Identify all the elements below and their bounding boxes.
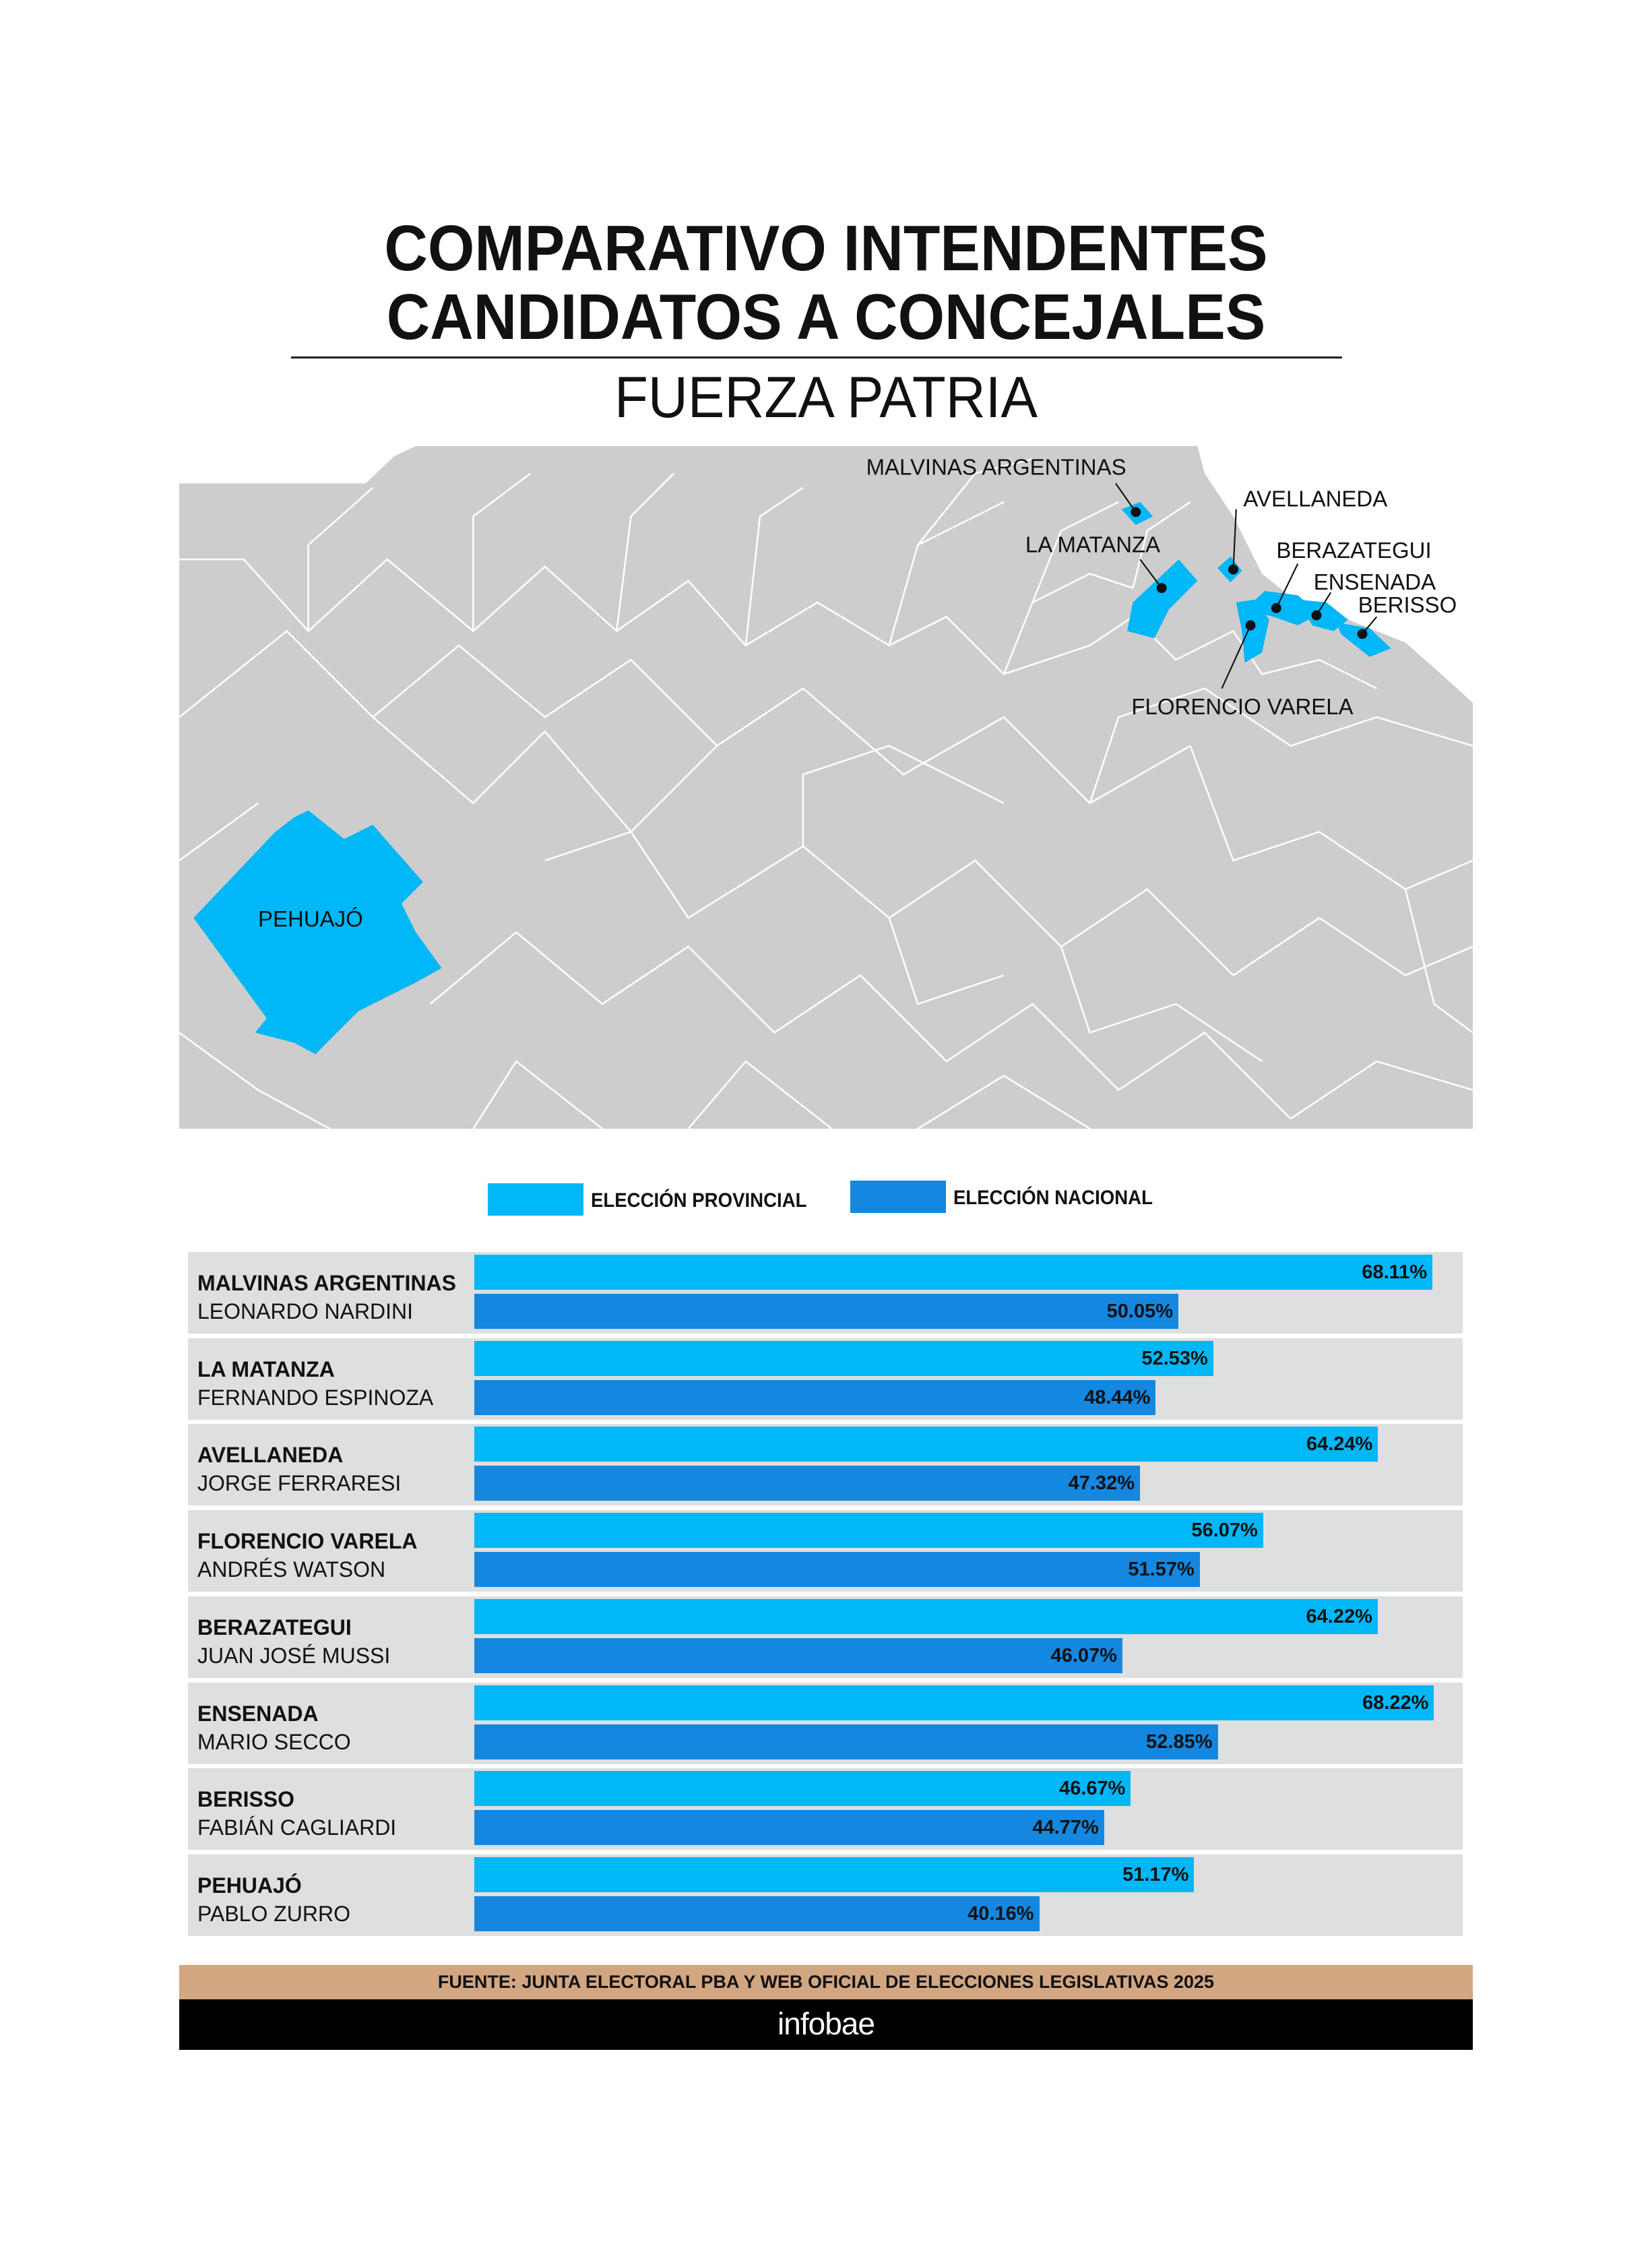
district-ensenada [1298,599,1348,631]
chart-row: LA MATANZA FERNANDO ESPINOZA 52.53% 48.44% [188,1338,1463,1420]
bar-value-label: 50.05% [1106,1301,1174,1322]
bar-nacional: 44.77% [474,1810,1104,1846]
bar-provincial: 64.22% [474,1598,1378,1634]
map-label-avellaneda: AVELLANEDA [1243,486,1387,511]
bar-value-label: 46.67% [1059,1778,1126,1800]
bar-nacional: 46.07% [474,1637,1122,1673]
district-pehuajo [193,810,442,1055]
legend-swatch-provincial [488,1183,583,1216]
chart-row: FLORENCIO VARELA ANDRÉS WATSON 56.07% 51.57… [188,1510,1463,1592]
map-label-pehuajo: PEHUAJÓ [258,906,363,931]
chart-row: BERISSO FABIÁN CAGLIARDI 46.67% 44.77% [188,1768,1463,1850]
district-la-matanza [1127,559,1198,639]
legend-label-provincial: ELECCIÓN PROVINCIAL [591,1189,807,1212]
map-markers [1115,482,1378,689]
row-candidate: FERNANDO ESPINOZA [197,1385,434,1410]
district-berazategui [1244,590,1320,626]
highlighted-districts [193,501,1391,1055]
map-label-berisso: BERISSO [1358,592,1457,617]
map-label-ensenada: ENSENADA [1314,569,1436,594]
bar-value-label: 52.53% [1141,1347,1208,1369]
buenos-aires-map: MALVINAS ARGENTINAS LA MATANZA AVELLANED… [179,446,1473,1129]
bar-value-label: 40.16% [967,1902,1034,1925]
title-line-1: COMPARATIVO INTENDENTES [384,212,1268,284]
bar-provincial: 46.67% [474,1771,1131,1807]
chart-row: MALVINAS ARGENTINAS LEONARDO NARDINI 68.11… [188,1252,1463,1334]
row-municipality: ENSENADA [197,1701,319,1726]
legend-label-nacional: ELECCIÓN NACIONAL [953,1187,1153,1209]
subtitle: FUERZA PATRIA [614,365,1038,430]
map-label-berazategui: BERAZATEGUI [1276,538,1431,563]
row-municipality: FLORENCIO VARELA [197,1529,418,1554]
bar-nacional: 47.32% [474,1466,1141,1501]
map-label-florencio-varela: FLORENCIO VARELA [1131,694,1353,719]
row-municipality: AVELLANEDA [197,1443,344,1468]
bar-value-label: 52.85% [1146,1730,1213,1753]
bar-nacional: 52.85% [474,1724,1218,1759]
chart-row: BERAZATEGUI JUAN JOSÉ MUSSI 64.22% 46.07% [188,1596,1463,1678]
map-label-la-matanza: LA MATANZA [1025,532,1160,557]
row-municipality: MALVINAS ARGENTINAS [197,1271,456,1295]
row-candidate: PABLO ZURRO [197,1901,350,1926]
bar-value-label: 64.22% [1306,1605,1372,1627]
bar-value-label: 68.22% [1362,1691,1429,1714]
chart-row: AVELLANEDA JORGE FERRARESI 64.24% 47.32% [188,1424,1463,1506]
bar-value-label: 48.44% [1084,1386,1151,1408]
bar-provincial: 68.22% [474,1685,1434,1720]
row-candidate: ANDRÉS WATSON [197,1557,386,1582]
row-municipality: BERAZATEGUI [197,1615,352,1640]
bar-value-label: 44.77% [1032,1817,1099,1839]
bar-value-label: 46.07% [1050,1644,1117,1666]
title-divider [291,356,1342,358]
source-note: FUENTE: JUNTA ELECTORAL PBA Y WEB OFICIA… [179,1965,1473,1999]
row-candidate: FABIÁN CAGLIARDI [197,1815,397,1840]
district-borders [179,458,1473,1129]
bar-value-label: 47.32% [1068,1472,1135,1495]
row-municipality: BERISSO [197,1787,295,1812]
bar-nacional: 51.57% [474,1552,1200,1588]
chart-row: ENSENADA MARIO SECCO 68.22% 52.85% [188,1682,1463,1764]
bar-nacional: 40.16% [474,1896,1040,1931]
bar-nacional: 48.44% [474,1379,1156,1415]
chart-row: PEHUAJÓ PABLO ZURRO 51.17% 40.16% [188,1854,1463,1936]
row-candidate: LEONARDO NARDINI [197,1299,414,1323]
title-line-2: CANDIDATOS A CONCEJALES [386,281,1266,353]
page-title: COMPARATIVO INTENDENTES CANDIDATOS A CON… [0,214,1652,352]
bar-provincial: 68.11% [474,1255,1433,1290]
bar-provincial: 56.07% [474,1513,1263,1549]
bar-value-label: 51.17% [1122,1863,1189,1885]
row-candidate: JUAN JOSÉ MUSSI [197,1643,391,1668]
bar-nacional: 50.05% [474,1294,1179,1329]
brand-logo: infobae [179,1999,1473,2050]
bar-provincial: 52.53% [474,1340,1213,1376]
bar-value-label: 56.07% [1191,1520,1258,1542]
bar-provincial: 51.17% [474,1856,1195,1892]
row-municipality: LA MATANZA [197,1356,335,1381]
row-candidate: JORGE FERRARESI [197,1471,402,1496]
bar-provincial: 64.24% [474,1427,1378,1462]
district-berisso [1336,622,1391,657]
district-florencio-varela [1236,599,1269,663]
map-label-malvinas: MALVINAS ARGENTINAS [866,455,1126,480]
bar-value-label: 68.11% [1362,1261,1428,1283]
legend-swatch-nacional [850,1181,946,1213]
bar-value-label: 51.57% [1128,1559,1195,1581]
row-candidate: MARIO SECCO [197,1729,351,1754]
bar-value-label: 64.24% [1306,1433,1373,1456]
row-municipality: PEHUAJÓ [197,1873,302,1898]
